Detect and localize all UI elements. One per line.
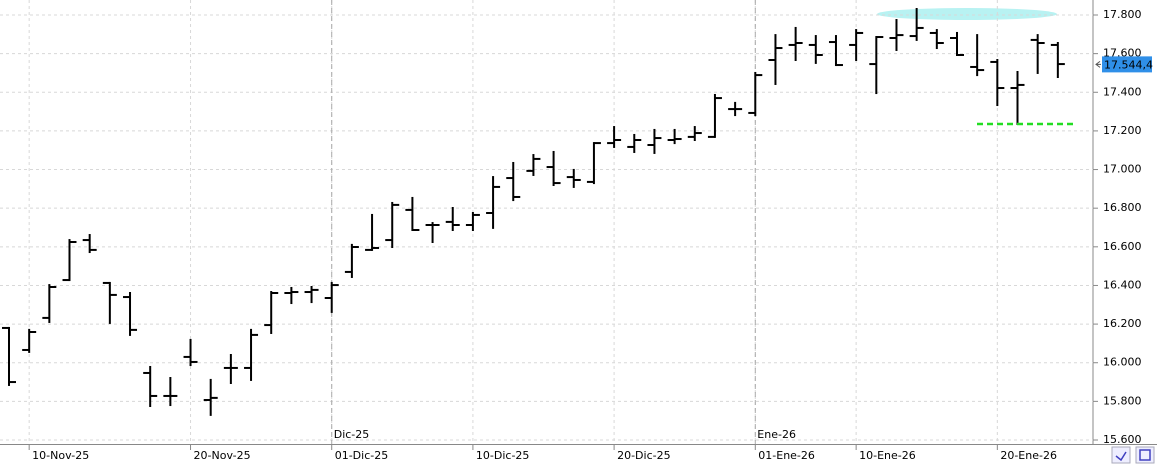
save-icon — [1139, 449, 1151, 461]
zoom-icon — [1115, 451, 1127, 462]
y-tick-label: 17.200 — [1103, 124, 1142, 137]
x-tick-label: 20-Ene-26 — [1000, 449, 1057, 462]
last-price-arrow — [1095, 60, 1101, 68]
x-tick-label: 10-Nov-25 — [32, 449, 89, 462]
y-tick-label: 16.200 — [1103, 317, 1142, 330]
x-tick-label: 10-Ene-26 — [859, 449, 916, 462]
y-tick-label: 16.600 — [1103, 240, 1142, 253]
x-tick-label: 20-Dic-25 — [617, 449, 671, 462]
x-tick-label: 01-Ene-26 — [758, 449, 815, 462]
y-tick-label: 15.600 — [1103, 433, 1142, 446]
y-tick-label: 17.800 — [1103, 8, 1142, 21]
y-tick-label: 16.000 — [1103, 356, 1142, 369]
y-tick-label: 16.800 — [1103, 201, 1142, 214]
zoom-button[interactable] — [1111, 446, 1131, 464]
y-tick-label: 15.800 — [1103, 394, 1142, 407]
last-price-label: 17.544,4 — [1104, 58, 1153, 71]
month-label: Dic-25 — [334, 428, 370, 441]
month-label: Ene-26 — [757, 428, 796, 441]
x-tick-label: 01-Dic-25 — [335, 449, 389, 462]
y-tick-label: 17.400 — [1103, 85, 1142, 98]
y-tick-label: 17.000 — [1103, 163, 1142, 176]
x-tick-label: 20-Nov-25 — [194, 449, 251, 462]
y-tick-label: 16.400 — [1103, 278, 1142, 291]
last-price-box — [1102, 56, 1152, 73]
highlight-ellipse — [877, 8, 1057, 20]
x-tick-label: 10-Dic-25 — [476, 449, 530, 462]
